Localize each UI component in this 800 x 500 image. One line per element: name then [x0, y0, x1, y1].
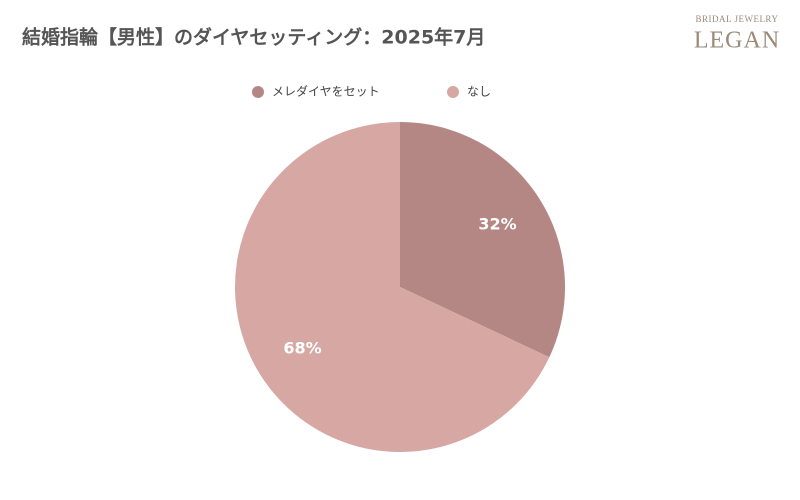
- legend-label: なし: [467, 85, 491, 99]
- pie-slice: [400, 122, 565, 358]
- legend: メレダイヤをセット なし: [252, 84, 491, 99]
- logo-main: LEGAN: [694, 28, 780, 54]
- pie: 32% 68%: [234, 122, 565, 452]
- legend-label: メレダイヤをセット: [272, 84, 380, 99]
- pie-slice: [234, 122, 550, 452]
- legend-marker: [447, 86, 459, 98]
- chart-title: 結婚指輪【男性】のダイヤセッティング：2025年7月: [22, 26, 485, 49]
- legend-marker: [252, 86, 264, 98]
- data-label: 68%: [283, 338, 321, 357]
- data-label: 32%: [478, 215, 516, 234]
- logo-top: BRIDAL JEWELRY: [696, 14, 779, 24]
